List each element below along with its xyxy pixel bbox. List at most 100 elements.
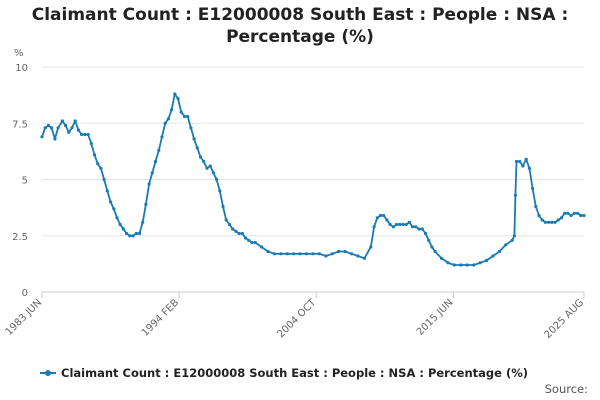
data-point[interactable] xyxy=(343,249,347,254)
data-point[interactable] xyxy=(372,225,376,229)
data-point[interactable] xyxy=(324,254,328,258)
data-point[interactable] xyxy=(67,130,71,134)
data-point[interactable] xyxy=(298,252,302,256)
data-point[interactable] xyxy=(543,220,548,224)
data-point[interactable] xyxy=(272,252,276,256)
data-point[interactable] xyxy=(563,211,567,215)
data-point[interactable] xyxy=(356,254,360,258)
data-point[interactable] xyxy=(198,155,203,159)
data-point[interactable] xyxy=(292,252,296,256)
data-point[interactable] xyxy=(452,263,456,267)
data-point[interactable] xyxy=(118,222,122,227)
data-point[interactable] xyxy=(330,252,334,256)
data-point[interactable] xyxy=(417,227,421,231)
data-point[interactable] xyxy=(43,126,47,130)
data-point[interactable] xyxy=(115,216,119,220)
data-point[interactable] xyxy=(224,218,228,222)
data-point[interactable] xyxy=(227,222,232,227)
data-point[interactable] xyxy=(514,159,519,164)
data-point[interactable] xyxy=(137,231,142,236)
data-point[interactable] xyxy=(195,146,199,150)
data-point[interactable] xyxy=(76,128,80,132)
data-point[interactable] xyxy=(253,240,257,245)
data-point[interactable] xyxy=(411,225,415,229)
data-point[interactable] xyxy=(176,96,180,101)
data-point[interactable] xyxy=(231,227,235,231)
data-point[interactable] xyxy=(478,261,482,265)
data-point[interactable] xyxy=(317,252,321,256)
data-point[interactable] xyxy=(305,252,309,256)
data-point[interactable] xyxy=(234,229,238,233)
data-point[interactable] xyxy=(394,222,399,227)
data-point[interactable] xyxy=(192,137,196,141)
data-point[interactable] xyxy=(125,231,129,236)
data-point[interactable] xyxy=(134,231,138,236)
data-point[interactable] xyxy=(427,238,431,242)
data-point[interactable] xyxy=(179,110,183,114)
data-point[interactable] xyxy=(433,249,437,254)
data-point[interactable] xyxy=(215,177,219,182)
data-point[interactable] xyxy=(83,132,87,137)
data-point[interactable] xyxy=(80,132,84,137)
data-point[interactable] xyxy=(534,204,538,209)
data-point[interactable] xyxy=(89,141,93,146)
data-point[interactable] xyxy=(211,171,215,175)
data-point[interactable] xyxy=(157,148,161,152)
data-point[interactable] xyxy=(40,135,44,139)
data-point[interactable] xyxy=(56,126,60,130)
data-point[interactable] xyxy=(559,216,564,220)
data-point[interactable] xyxy=(205,166,209,170)
data-point[interactable] xyxy=(459,263,463,267)
data-point[interactable] xyxy=(247,238,251,242)
data-point[interactable] xyxy=(439,256,444,260)
data-point[interactable] xyxy=(337,249,341,254)
data-point[interactable] xyxy=(153,159,158,164)
data-point[interactable] xyxy=(369,245,373,249)
data-point[interactable] xyxy=(566,211,570,215)
data-point[interactable] xyxy=(382,213,386,218)
data-point[interactable] xyxy=(420,227,424,231)
data-point[interactable] xyxy=(186,114,190,119)
data-point[interactable] xyxy=(398,222,402,227)
data-point[interactable] xyxy=(170,108,174,112)
data-point[interactable] xyxy=(401,222,405,227)
data-point[interactable] xyxy=(311,252,315,256)
data-point[interactable] xyxy=(285,252,289,256)
data-point[interactable] xyxy=(92,153,97,157)
data-point[interactable] xyxy=(250,240,254,245)
data-point[interactable] xyxy=(60,119,64,123)
data-point[interactable] xyxy=(109,200,113,204)
data-point[interactable] xyxy=(279,252,283,256)
data-point[interactable] xyxy=(513,193,518,197)
data-point[interactable] xyxy=(202,159,206,164)
data-point[interactable] xyxy=(160,135,164,139)
data-point[interactable] xyxy=(96,162,100,166)
data-point[interactable] xyxy=(266,249,270,254)
data-point[interactable] xyxy=(472,263,476,267)
data-point[interactable] xyxy=(446,261,450,265)
data-point[interactable] xyxy=(531,186,535,191)
data-point[interactable] xyxy=(147,182,151,186)
data-point[interactable] xyxy=(553,220,557,224)
data-point[interactable] xyxy=(391,225,395,229)
data-point[interactable] xyxy=(131,234,135,238)
data-point[interactable] xyxy=(388,222,392,227)
data-point[interactable] xyxy=(547,220,551,224)
data-point[interactable] xyxy=(423,231,428,236)
data-point[interactable] xyxy=(64,123,68,128)
data-point[interactable] xyxy=(414,225,418,229)
data-point[interactable] xyxy=(121,227,125,231)
data-point[interactable] xyxy=(218,189,222,193)
data-point[interactable] xyxy=(144,202,148,206)
data-point[interactable] xyxy=(112,207,116,211)
data-point[interactable] xyxy=(86,132,90,137)
data-point[interactable] xyxy=(512,234,517,238)
data-point[interactable] xyxy=(237,231,241,236)
data-point[interactable] xyxy=(105,189,109,193)
data-point[interactable] xyxy=(576,211,580,215)
data-point[interactable] xyxy=(497,249,501,254)
data-point[interactable] xyxy=(518,159,522,164)
data-point[interactable] xyxy=(582,213,586,218)
data-point[interactable] xyxy=(141,220,145,224)
data-point[interactable] xyxy=(99,166,103,170)
